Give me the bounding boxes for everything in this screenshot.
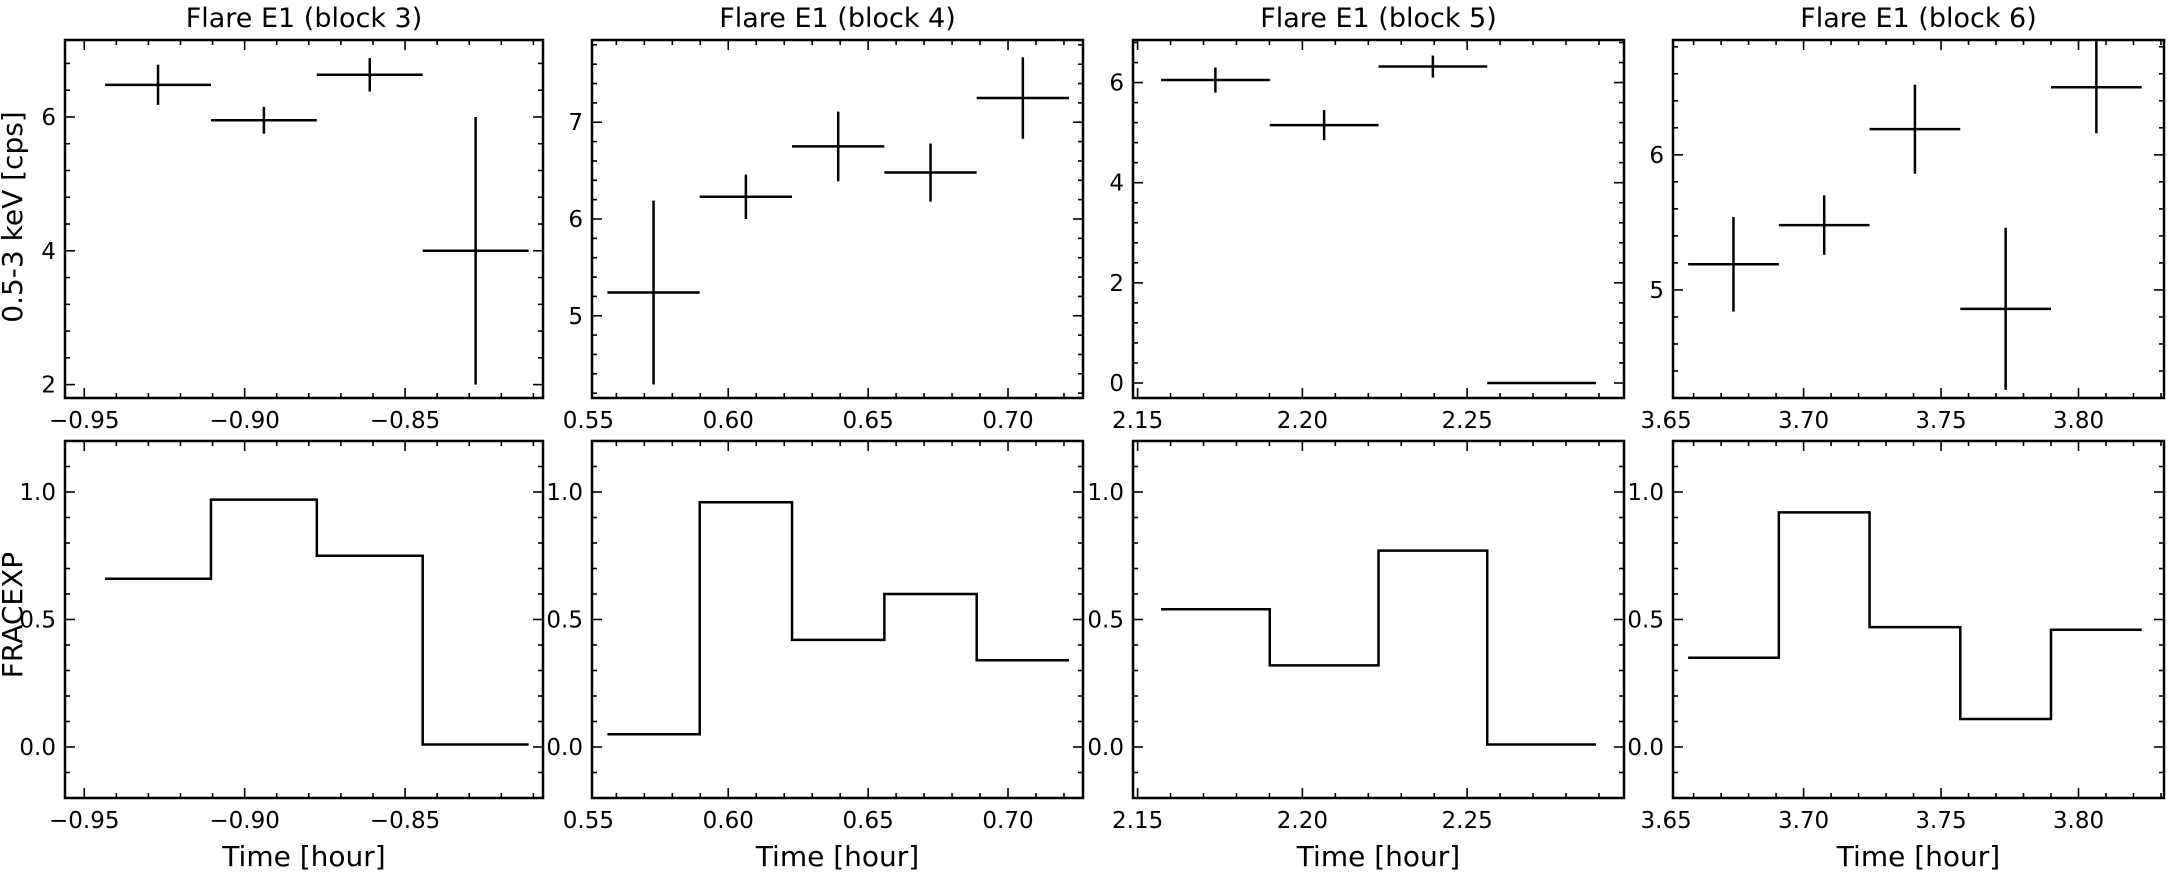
x-tick-label: 3.80	[2053, 808, 2104, 834]
x-tick-label: 0.60	[703, 408, 754, 434]
y-label-bottom: FRACEXP	[0, 552, 29, 678]
y-tick-label: 5	[568, 304, 583, 330]
panel-top-2: 0.55 0.60 0.65 0.70 5 6 7 Flare E1 (block 4)	[563, 3, 1085, 434]
x-tick-label: 3.70	[1778, 408, 1829, 434]
x-axis-label: Time [hour]	[755, 840, 919, 873]
y-tick-label: 0.5	[1627, 608, 1664, 634]
x-tick-label: 3.75	[1915, 808, 1966, 834]
fracexp-step-line	[1161, 549, 1596, 746]
panel-title: Flare E1 (block 3)	[186, 3, 423, 34]
x-tick-label: −0.90	[209, 808, 279, 834]
x-axis-label: Time [hour]	[1836, 840, 2000, 873]
x-tick-label: 2.15	[1112, 408, 1163, 434]
panel-top-4: 3.65 3.70 3.75 3.80 5 6 Flare E1 (block 6)	[1641, 3, 2166, 434]
x-tick-label: 0.65	[843, 408, 894, 434]
x-tick-label: 0.60	[703, 808, 754, 834]
x-tick-label: −0.95	[49, 808, 119, 834]
y-tick-label: 0.0	[546, 735, 583, 761]
x-tick-label: −0.90	[209, 408, 279, 434]
x-tick-label: −0.85	[370, 808, 440, 834]
y-tick-label: 0.0	[1087, 735, 1124, 761]
y-tick-label: 7	[568, 110, 583, 136]
axes-frame	[1671, 38, 2166, 400]
x-tick-label: −0.85	[370, 408, 440, 434]
y-tick-label: 4	[41, 239, 56, 265]
y-tick-label: 0.0	[19, 735, 56, 761]
y-tick-label: 4	[1109, 171, 1124, 197]
y-tick-label: 5	[1649, 278, 1664, 304]
y-tick-label: 2	[1109, 271, 1124, 297]
x-tick-label: 0.55	[563, 408, 614, 434]
y-tick-label: 0.5	[546, 608, 583, 634]
axes-frame	[63, 38, 545, 400]
y-label-top: 0.5-3 keV [cps]	[0, 111, 29, 322]
y-tick-label: 6	[1109, 71, 1124, 97]
y-tick-label: 0.5	[19, 608, 56, 634]
x-tick-label: 3.65	[1641, 808, 1692, 834]
y-tick-label: 1.0	[19, 480, 56, 506]
x-tick-label: 3.80	[2053, 408, 2104, 434]
panel-title: Flare E1 (block 4)	[719, 3, 956, 34]
x-tick-label: 3.70	[1778, 808, 1829, 834]
panel-top-1: −0.95 −0.90 −0.85 2 4 6 Flare E1 (block 3)	[41, 3, 545, 434]
panel-bottom-3: 2.15 2.20 2.25 0.0 0.5 1.0 Time [hour]	[1087, 439, 1626, 873]
y-tick-label: 0.5	[1087, 608, 1124, 634]
x-tick-label: 2.20	[1277, 408, 1328, 434]
y-tick-label: 0	[1109, 371, 1124, 397]
y-tick-label: 2	[41, 373, 56, 399]
panel-title: Flare E1 (block 6)	[1800, 3, 2037, 34]
x-tick-label: 2.25	[1442, 808, 1493, 834]
axes-frame	[590, 38, 1085, 400]
y-tick-label: 6	[41, 105, 56, 131]
fracexp-step-line	[105, 498, 529, 746]
x-tick-label: 0.70	[982, 808, 1033, 834]
fracexp-step-line	[1688, 511, 2142, 721]
y-tick-label: 1.0	[546, 480, 583, 506]
y-tick-label: 6	[1649, 143, 1664, 169]
y-tick-label: 0.0	[1627, 735, 1664, 761]
x-tick-label: 0.70	[982, 408, 1033, 434]
x-tick-label: 3.75	[1915, 408, 1966, 434]
panel-bottom-2: 0.55 0.60 0.65 0.70 0.0 0.5 1.0 Time [hour]	[546, 439, 1085, 873]
fracexp-step-line	[607, 500, 1070, 736]
y-tick-label: 6	[568, 207, 583, 233]
panel-bottom-4: 3.65 3.70 3.75 3.80 0.0 0.5 1.0 Time [hour]	[1627, 439, 2166, 873]
panel-title: Flare E1 (block 5)	[1260, 3, 1497, 34]
x-tick-label: −0.95	[49, 408, 119, 434]
panel-top-3: 2.15 2.20 2.25 0 2 4 6 Flare E1 (block 5)	[1109, 3, 1626, 434]
axes-frame	[1131, 38, 1626, 400]
x-tick-label: 2.20	[1277, 808, 1328, 834]
x-tick-label: 2.25	[1442, 408, 1493, 434]
x-tick-label: 0.55	[563, 808, 614, 834]
y-tick-label: 1.0	[1627, 480, 1664, 506]
x-axis-label: Time [hour]	[221, 840, 385, 873]
x-tick-label: 2.15	[1112, 808, 1163, 834]
x-tick-label: 0.65	[843, 808, 894, 834]
x-axis-label: Time [hour]	[1296, 840, 1460, 873]
panel-bottom-1: −0.95 −0.90 −0.85 0.0 0.5 1.0 Time [hour]	[19, 439, 545, 873]
axes-frame	[590, 439, 1085, 800]
y-tick-label: 1.0	[1087, 480, 1124, 506]
x-tick-label: 3.65	[1641, 408, 1692, 434]
axes-frame	[1671, 439, 2166, 800]
